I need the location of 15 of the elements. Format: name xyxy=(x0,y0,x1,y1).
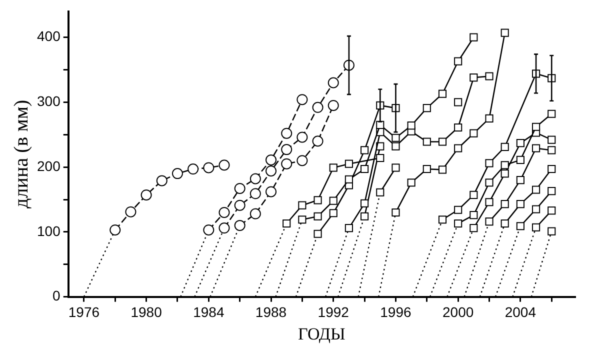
x-axis-title: ГОДЫ xyxy=(298,324,346,344)
y-tick-label: 300 xyxy=(37,93,61,110)
y-tick-label: 400 xyxy=(37,28,61,44)
y-axis-title: длина (в мм) xyxy=(10,100,32,208)
x-tick-label: 1976 xyxy=(68,304,100,320)
y-tick-label: 200 xyxy=(37,158,61,174)
x-tick-label: 2000 xyxy=(442,304,474,320)
x-tick-label: 2004 xyxy=(504,304,536,320)
x-tick-label: 1992 xyxy=(318,304,350,320)
x-tick-label: 1980 xyxy=(130,304,162,320)
x-tick-label: 1984 xyxy=(193,304,224,320)
y-tick-label: 0 xyxy=(52,288,61,304)
x-tick-label: 1996 xyxy=(380,304,412,320)
x-tick-label: 1988 xyxy=(255,304,287,320)
y-tick-label: 100 xyxy=(37,222,61,239)
